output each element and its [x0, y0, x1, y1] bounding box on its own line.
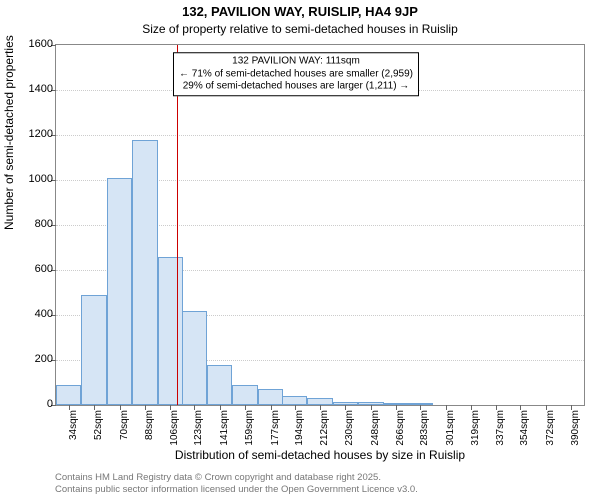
ytick-label: 1400 — [9, 83, 53, 95]
histogram-bar — [56, 385, 81, 405]
xtick-label: 301sqm — [445, 410, 456, 450]
xtick-label: 230sqm — [344, 410, 355, 450]
footer-text: Contains HM Land Registry data © Crown c… — [55, 472, 418, 496]
xtick-label: 372sqm — [545, 410, 556, 450]
chart-title: 132, PAVILION WAY, RUISLIP, HA4 9JP — [0, 4, 600, 19]
annotation-line1: 132 PAVILION WAY: 111sqm — [179, 56, 413, 69]
xtick-label: 88sqm — [144, 410, 155, 450]
xtick-label: 34sqm — [68, 410, 79, 450]
histogram-bar — [207, 365, 232, 406]
ytick-label: 400 — [9, 308, 53, 320]
ytick-label: 0 — [9, 398, 53, 410]
xtick-label: 337sqm — [495, 410, 506, 450]
xtick-label: 390sqm — [570, 410, 581, 450]
x-axis-label: Distribution of semi-detached houses by … — [55, 448, 585, 462]
ytick-label: 1600 — [9, 38, 53, 50]
histogram-bar — [158, 257, 183, 406]
histogram-bar — [132, 140, 157, 406]
xtick-label: 212sqm — [319, 410, 330, 450]
ytick-label: 1000 — [9, 173, 53, 185]
ytick-label: 1200 — [9, 128, 53, 140]
xtick-label: 141sqm — [219, 410, 230, 450]
xtick-label: 283sqm — [419, 410, 430, 450]
chart-subtitle: Size of property relative to semi-detach… — [0, 22, 600, 36]
footer-line1: Contains HM Land Registry data © Crown c… — [55, 472, 418, 484]
xtick-label: 354sqm — [519, 410, 530, 450]
xtick-label: 248sqm — [370, 410, 381, 450]
xtick-label: 159sqm — [244, 410, 255, 450]
xtick-label: 70sqm — [119, 410, 130, 450]
xtick-label: 319sqm — [470, 410, 481, 450]
histogram-bar — [307, 398, 332, 405]
histogram-bar — [107, 178, 132, 405]
histogram-bar — [81, 295, 106, 405]
histogram-bar — [282, 396, 307, 405]
histogram-bar — [182, 311, 207, 406]
xtick-label: 52sqm — [93, 410, 104, 450]
plot-area: 132 PAVILION WAY: 111sqm ← 71% of semi-d… — [55, 44, 585, 406]
xtick-label: 177sqm — [270, 410, 281, 450]
footer-line2: Contains public sector information licen… — [55, 484, 418, 496]
gridline — [56, 135, 584, 136]
annotation-line2: ← 71% of semi-detached houses are smalle… — [179, 68, 413, 81]
annotation-box: 132 PAVILION WAY: 111sqm ← 71% of semi-d… — [173, 53, 419, 97]
xtick-label: 266sqm — [395, 410, 406, 450]
ytick-label: 800 — [9, 218, 53, 230]
xtick-label: 106sqm — [169, 410, 180, 450]
ytick-label: 200 — [9, 353, 53, 365]
reference-line — [177, 45, 178, 405]
xtick-label: 194sqm — [294, 410, 305, 450]
xtick-label: 123sqm — [193, 410, 204, 450]
histogram-bar — [232, 385, 257, 405]
histogram-bar — [258, 389, 283, 405]
ytick-label: 600 — [9, 263, 53, 275]
annotation-line3: 29% of semi-detached houses are larger (… — [179, 81, 413, 94]
